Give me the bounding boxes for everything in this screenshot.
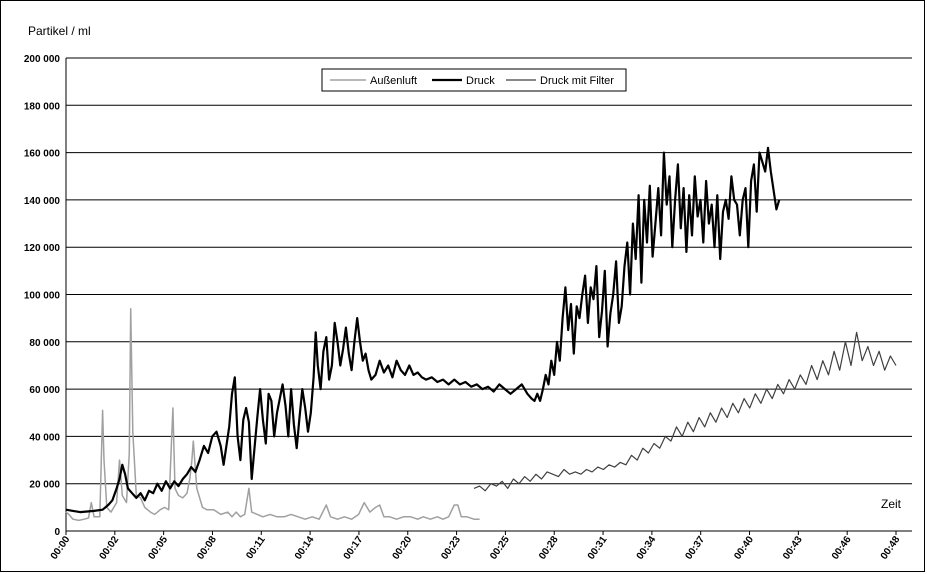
x-tick-label: 00:11 xyxy=(244,534,268,561)
y-tick-label: 80 000 xyxy=(29,338,60,349)
gridlines xyxy=(65,57,912,532)
x-tick-label: 00:28 xyxy=(537,534,561,562)
x-axis-ticks: 00:00 00:02 00:05 00:08 00:11 00:14 00:17 00:20… xyxy=(49,531,903,562)
x-tick-label: 00:43 xyxy=(781,534,805,562)
y-tick-label: 160 000 xyxy=(24,149,61,160)
x-tick-label: 00:34 xyxy=(635,534,659,562)
series-line xyxy=(473,331,897,492)
legend: Außenluft Druck Druck mit Filter xyxy=(321,68,627,92)
y-tick-label: 200 000 xyxy=(24,54,61,65)
x-tick-label: 00:17 xyxy=(342,534,366,562)
legend-label: Druck xyxy=(466,75,495,87)
x-tick-label: 00:40 xyxy=(732,534,756,562)
y-axis-label: Partikel / ml xyxy=(28,24,91,38)
x-tick-label: 00:02 xyxy=(98,534,122,562)
x-tick-label: 00:00 xyxy=(49,534,73,562)
series-line xyxy=(65,146,781,514)
legend-label: Druck mit Filter xyxy=(540,75,614,87)
x-tick-label: 00:31 xyxy=(586,534,610,562)
x-tick-label: 00:14 xyxy=(293,534,317,562)
y-tick-label: 140 000 xyxy=(24,196,61,207)
x-tick-label: 00:08 xyxy=(195,534,219,562)
y-tick-label: 40 000 xyxy=(29,432,60,443)
y-tick-label: 180 000 xyxy=(24,101,61,112)
x-tick-label: 00:05 xyxy=(146,534,170,562)
x-axis-label: Zeit xyxy=(881,497,902,511)
legend-label: Außenluft xyxy=(370,75,417,87)
x-tick-label: 00:25 xyxy=(488,534,512,562)
y-tick-label: 120 000 xyxy=(24,243,61,254)
x-tick-label: 00:48 xyxy=(879,534,903,562)
series-line xyxy=(65,307,480,522)
x-tick-label: 00:46 xyxy=(830,534,854,562)
y-tick-label: 20 000 xyxy=(29,480,60,491)
series-lines xyxy=(65,146,897,522)
y-tick-label: 60 000 xyxy=(29,385,60,396)
x-tick-label: 00:20 xyxy=(391,534,415,562)
y-axis-ticks: 0 20 000 40 000 60 000 80 000 100 000 120 000 1… xyxy=(24,54,61,538)
x-tick-label: 00:23 xyxy=(439,534,463,562)
legend-box xyxy=(321,68,627,92)
x-tick-label: 00:37 xyxy=(683,534,707,562)
y-tick-label: 100 000 xyxy=(24,291,61,302)
y-tick-label: 0 xyxy=(54,527,60,538)
